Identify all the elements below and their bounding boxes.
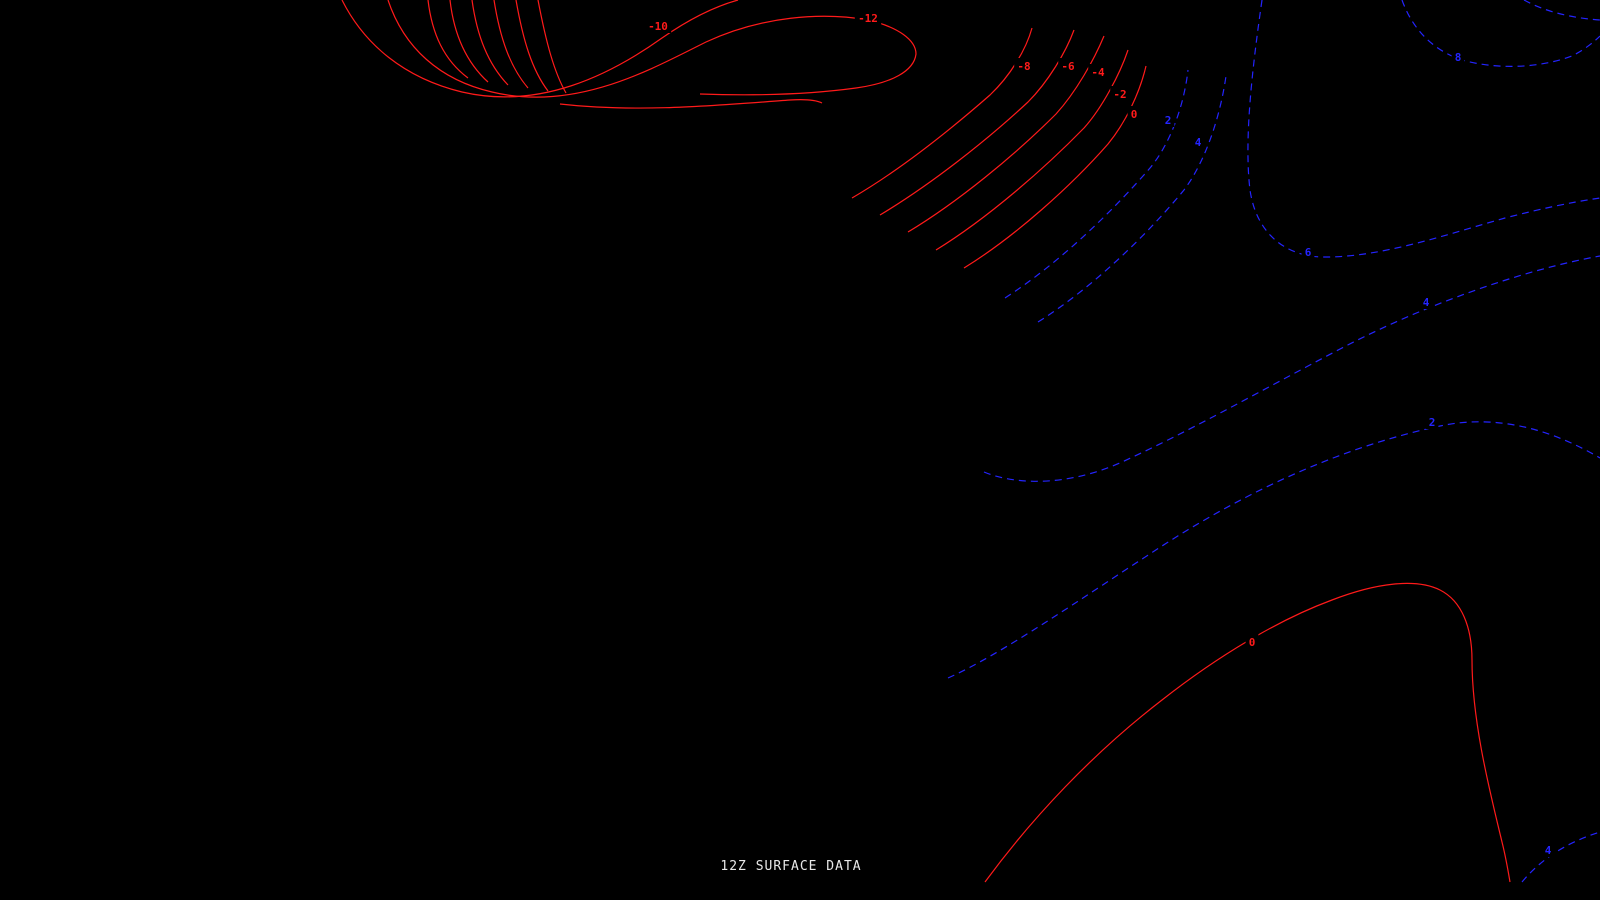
contour-line-aux [537,0,567,94]
contour-line-0 [984,582,1511,883]
contour-label: 0 [1131,108,1138,121]
contour-label-mask [1088,64,1108,79]
contour-label-mask [1451,49,1465,64]
contour-line-4 [1037,75,1227,323]
contour-label-mask [1191,134,1205,149]
contour-line-0 [963,65,1147,269]
contour-line-2 [947,421,1600,679]
contour-line--2 [935,49,1129,251]
contour-label-mask [1014,58,1034,73]
contour-line-aux [449,0,489,83]
contour-label-mask [1541,842,1555,857]
contour-line-4 [983,255,1600,482]
contour-line--6 [879,29,1075,216]
contour-label: -12 [858,12,878,25]
contour-label: 4 [1195,136,1202,149]
contour-label-mask [644,18,672,33]
contour-line--12 [387,0,917,98]
contour-label: -4 [1091,66,1105,79]
contour-line-aux [427,0,469,79]
contour-label-mask [854,10,882,25]
contour-label-mask [1425,414,1439,429]
contour-label-mask [1301,244,1315,259]
contour-label: 4 [1423,296,1430,309]
contour-line-aux [559,99,823,109]
contour-line-8 [1401,0,1600,67]
chart-caption: 12Z SURFACE DATA [720,859,862,874]
contour-label: -8 [1017,60,1030,73]
contour-label: 2 [1165,114,1172,127]
contour-label: 8 [1455,51,1462,64]
contour-line-2 [1004,69,1189,299]
contour-label-mask [1161,112,1175,127]
contour-line-aux [471,0,509,86]
contour-line-aux [493,0,529,89]
contour-label-mask [1127,106,1141,121]
contour-label-mask [1419,294,1433,309]
contour-line-4 [1521,831,1600,883]
contour-line-aux [515,0,549,92]
contour-label: 6 [1305,246,1312,259]
contour-label: -6 [1061,60,1075,73]
contour-label-mask [1058,58,1078,73]
contour-label: 4 [1545,844,1552,857]
contour-label: -2 [1113,88,1126,101]
contour-label: 0 [1249,636,1256,649]
contour-label: -10 [648,20,668,33]
contour-label: 2 [1429,416,1436,429]
contour-line-6 [1247,0,1600,258]
contour-line--8 [851,27,1033,199]
contour-label-mask [1245,634,1259,649]
contour-label-mask [1110,86,1130,101]
contour-line--10 [341,0,739,98]
contour-line-aux [1523,0,1600,21]
